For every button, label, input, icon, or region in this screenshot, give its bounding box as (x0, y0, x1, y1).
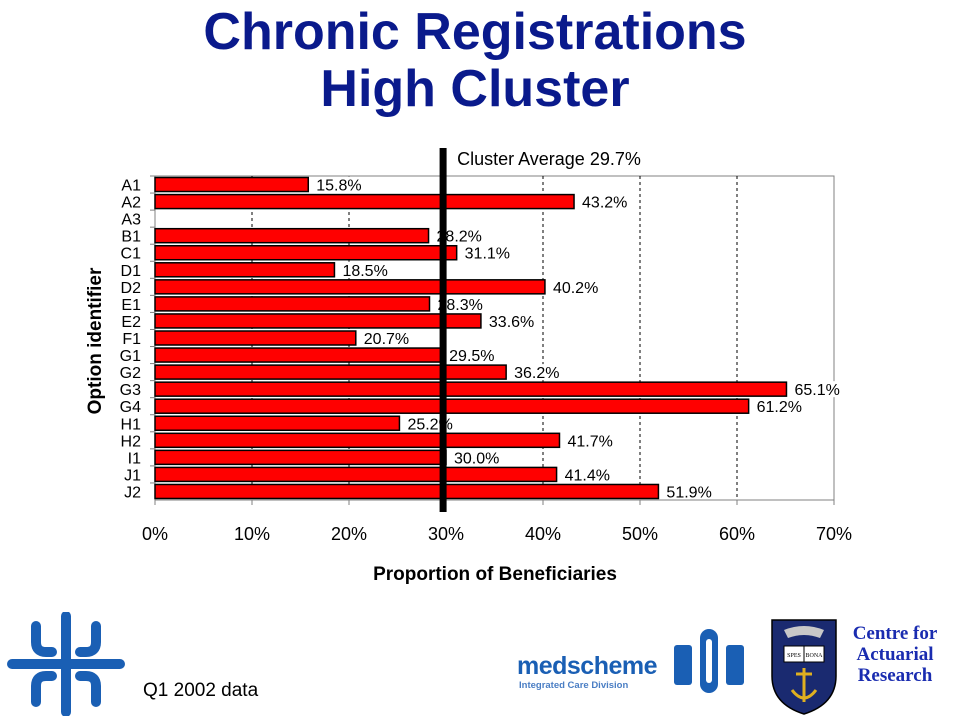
data-label: 20.7% (364, 331, 409, 348)
x-tick-label: 30% (428, 524, 464, 544)
bar (154, 364, 507, 380)
category-label: J1 (124, 467, 141, 484)
medscheme-symbol-icon (674, 629, 744, 693)
category-label: E1 (121, 297, 141, 314)
x-tick-label: 40% (525, 524, 561, 544)
category-label: J2 (124, 484, 141, 501)
category-label: E2 (121, 314, 141, 331)
data-label: 29.5% (449, 348, 494, 365)
x-tick-label: 10% (234, 524, 270, 544)
category-label: D1 (121, 263, 142, 280)
data-label-box (563, 432, 617, 449)
bar (154, 466, 558, 483)
data-label: 40.2% (553, 280, 598, 297)
category-label: H2 (121, 433, 142, 450)
medscheme-tagline: Integrated Care Division (519, 680, 629, 691)
data-label-box (752, 398, 806, 415)
data-label-box (578, 193, 632, 210)
x-tick-label: 60% (719, 524, 755, 544)
bar (154, 347, 442, 363)
data-label: 15.8% (316, 178, 361, 195)
x-axis-title: Proportion of Beneficiaries (373, 564, 617, 585)
bar (154, 330, 357, 346)
cluster-average-label: Cluster Average 29.7% (457, 149, 641, 169)
institute-name-line: Centre for (852, 623, 938, 644)
x-ticks: 0% 10% 20% 30% 40% 50% 60% 70% (142, 500, 852, 544)
chart-title-line-2: High Cluster (320, 60, 630, 118)
data-label: 65.1% (794, 382, 839, 399)
category-label: G1 (120, 348, 141, 365)
bar (154, 313, 482, 329)
data-label: 33.6% (489, 314, 534, 331)
bar (154, 193, 575, 210)
category-label: B1 (121, 229, 141, 246)
data-label: 43.2% (582, 195, 627, 212)
institute-name-line: Research (857, 665, 933, 686)
x-tick-label: 50% (622, 524, 658, 544)
bar (154, 176, 310, 193)
university-crest-icon: SPES BONA (771, 619, 837, 715)
data-label: 41.7% (567, 433, 612, 450)
bar (154, 432, 561, 449)
bar (154, 244, 458, 261)
data-label-box (312, 176, 366, 193)
data-label-box (484, 312, 538, 329)
bar (154, 483, 660, 500)
data-label-box (510, 364, 564, 381)
category-label: A3 (121, 212, 141, 229)
bar (154, 398, 750, 414)
crest-book-right-text: BONA (805, 653, 823, 659)
data-label-box (662, 483, 716, 500)
crest-book-left-text: SPES (787, 653, 801, 659)
bar (154, 279, 546, 295)
data-label: 51.9% (666, 484, 711, 501)
category-label: H1 (121, 416, 142, 433)
medscheme-wordmark: medscheme (517, 652, 658, 680)
data-label-box (450, 449, 503, 466)
data-label: 31.1% (465, 246, 510, 263)
institute-name-line: Actuarial (856, 644, 934, 665)
data-label-box (359, 330, 413, 346)
bar (154, 449, 447, 466)
y-axis-title: Option identifier (85, 267, 106, 414)
data-label: 30.0% (454, 450, 499, 467)
data-label: 36.2% (514, 365, 559, 382)
data-label-box (445, 347, 499, 364)
bar (154, 262, 336, 278)
data-label-box (460, 244, 514, 261)
category-label: F1 (122, 331, 141, 348)
category-label: C1 (121, 246, 142, 263)
data-label-box (560, 466, 614, 483)
data-label-box (790, 381, 844, 398)
data-label-box (548, 278, 602, 295)
category-label: I1 (128, 450, 141, 467)
bar (154, 227, 430, 244)
institute-name: Centre for Actuarial Research (840, 623, 950, 686)
x-tick-label: 0% (142, 524, 168, 544)
data-period-note: Q1 2002 data (143, 680, 259, 701)
data-label: 61.2% (757, 399, 802, 416)
x-tick-label: 20% (331, 524, 367, 544)
category-label: G4 (120, 399, 141, 416)
category-label: A1 (121, 178, 141, 195)
data-label: 18.5% (342, 263, 387, 280)
bar (154, 296, 431, 312)
x-tick-label: 70% (816, 524, 852, 544)
category-label: A2 (121, 195, 141, 212)
bar (154, 381, 788, 397)
bar (154, 415, 401, 432)
data-label-box (338, 261, 392, 278)
data-label-box (433, 295, 487, 312)
category-label: G2 (120, 365, 141, 382)
cross-logo-icon (7, 612, 125, 716)
category-label: G3 (120, 382, 141, 399)
data-label: 41.4% (565, 467, 610, 484)
data-label: 28.2% (437, 229, 482, 246)
category-label: D2 (121, 280, 142, 297)
chart-title-line-1: Chronic Registrations (203, 3, 747, 61)
data-label: 28.3% (438, 297, 483, 314)
